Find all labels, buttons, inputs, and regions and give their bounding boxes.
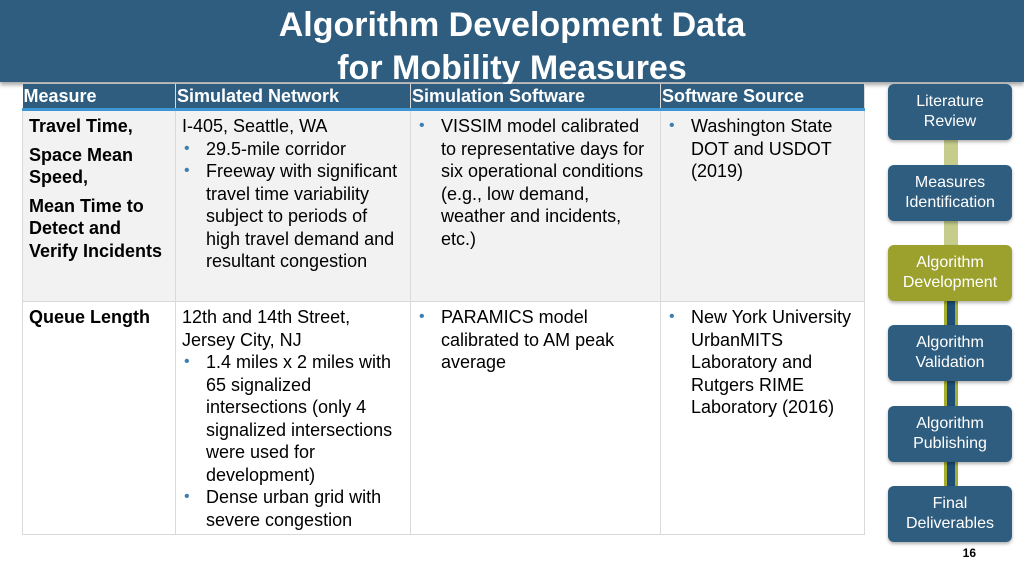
process-flow: Literature Review Measures Identificatio…	[888, 84, 1014, 544]
source-bullet-list: • New York University UrbanMITS Laborator…	[667, 306, 858, 419]
bullet-icon: •	[184, 353, 190, 370]
step-label: Algorithm Publishing	[913, 415, 987, 452]
measure-cell: Queue Length	[22, 301, 176, 535]
measure-line: Queue Length	[29, 307, 150, 327]
list-item: • VISSIM model calibrated to representati…	[417, 115, 654, 250]
step-label: Final Deliverables	[905, 495, 995, 532]
data-table: Measure Simulated Network Simulation Sof…	[22, 84, 865, 535]
list-item: • PARAMICS model calibrated to AM peak av…	[417, 306, 654, 374]
network-intro: I-405, Seattle, WA	[182, 116, 328, 136]
source-bullet-list: • Washington State DOT and USDOT (2019)	[667, 115, 858, 183]
source-cell: • Washington State DOT and USDOT (2019)	[660, 109, 865, 302]
measure-line: Space Mean Speed,	[29, 144, 134, 188]
title-banner	[0, 0, 1024, 82]
bullet-icon: •	[184, 139, 190, 157]
measure-line: Travel Time,	[29, 116, 133, 136]
page-number: 16	[962, 546, 976, 560]
slide-title-line-1: Algorithm Development Data	[278, 6, 746, 44]
list-item: • 1.4 miles x 2 miles with 65 signalized …	[182, 351, 404, 486]
bullet-icon: •	[184, 488, 190, 505]
slide-title-line-2: for Mobility Measures	[337, 49, 687, 87]
network-cell: I-405, Seattle, WA • 29.5-mile corridor •…	[175, 109, 411, 302]
source-cell: • New York University UrbanMITS Laborator…	[660, 301, 865, 535]
step-label: Measures Identification	[905, 174, 995, 211]
step-measures-identification: Measures Identification	[888, 165, 1012, 221]
bullet-text: Freeway with significant travel time var…	[206, 161, 398, 271]
bullet-icon: •	[419, 308, 425, 325]
bullet-text: 29.5-mile corridor	[206, 138, 347, 159]
measure-line: Mean Time to Detect and Verify Incidents	[29, 195, 163, 261]
bullet-icon: •	[669, 308, 675, 325]
list-item: • 29.5-mile corridor	[182, 138, 404, 161]
software-bullet-list: • VISSIM model calibrated to representati…	[417, 115, 654, 250]
software-cell: • VISSIM model calibrated to representati…	[410, 109, 661, 302]
bullet-text: Dense urban grid with severe congestion	[206, 487, 382, 530]
table-row: Queue Length 12th and 14th Street, Jerse…	[22, 301, 865, 535]
bullet-icon: •	[184, 162, 190, 179]
step-label: Literature Review	[916, 93, 984, 130]
slide-title: Algorithm Development Data for Mobility …	[0, 4, 1024, 90]
header-software-source: Software Source	[660, 84, 865, 111]
network-cell: 12th and 14th Street, Jersey City, NJ • 1…	[175, 301, 411, 535]
measure-cell: Travel Time, Space Mean Speed, Mean Time…	[22, 109, 176, 302]
step-algorithm-validation: Algorithm Validation	[888, 325, 1012, 381]
step-final-deliverables: Final Deliverables	[888, 486, 1012, 542]
bullet-text: Washington State DOT and USDOT (2019)	[691, 116, 833, 181]
table-header-row: Measure Simulated Network Simulation Sof…	[22, 84, 865, 111]
list-item: • Freeway with significant travel time va…	[182, 160, 404, 273]
software-bullet-list: • PARAMICS model calibrated to AM peak av…	[417, 306, 654, 374]
list-item: • Washington State DOT and USDOT (2019)	[667, 115, 858, 183]
list-item: • Dense urban grid with severe congestion	[182, 486, 404, 531]
header-measure: Measure	[22, 84, 176, 111]
step-label: Algorithm Development	[902, 254, 998, 291]
table-row: Travel Time, Space Mean Speed, Mean Time…	[22, 109, 865, 302]
list-item: • New York University UrbanMITS Laborator…	[667, 306, 858, 419]
step-label: Algorithm Validation	[915, 334, 985, 371]
step-algorithm-development: Algorithm Development	[888, 245, 1012, 301]
bullet-text: PARAMICS model calibrated to AM peak ave…	[441, 307, 615, 372]
step-literature-review: Literature Review	[888, 84, 1012, 140]
bullet-icon: •	[669, 117, 675, 134]
network-bullet-list: • 29.5-mile corridor • Freeway with signif…	[182, 138, 404, 273]
header-simulated-network: Simulated Network	[175, 84, 411, 111]
bullet-icon: •	[419, 117, 425, 134]
bullet-text: VISSIM model calibrated to representativ…	[441, 116, 645, 249]
network-bullet-list: • 1.4 miles x 2 miles with 65 signalized …	[182, 351, 404, 531]
bullet-text: New York University UrbanMITS Laboratory…	[691, 307, 852, 417]
header-simulation-software: Simulation Software	[410, 84, 661, 111]
software-cell: • PARAMICS model calibrated to AM peak av…	[410, 301, 661, 535]
network-intro: 12th and 14th Street, Jersey City, NJ	[182, 307, 351, 350]
bullet-text: 1.4 miles x 2 miles with 65 signalized i…	[206, 352, 393, 485]
step-algorithm-publishing: Algorithm Publishing	[888, 406, 1012, 462]
